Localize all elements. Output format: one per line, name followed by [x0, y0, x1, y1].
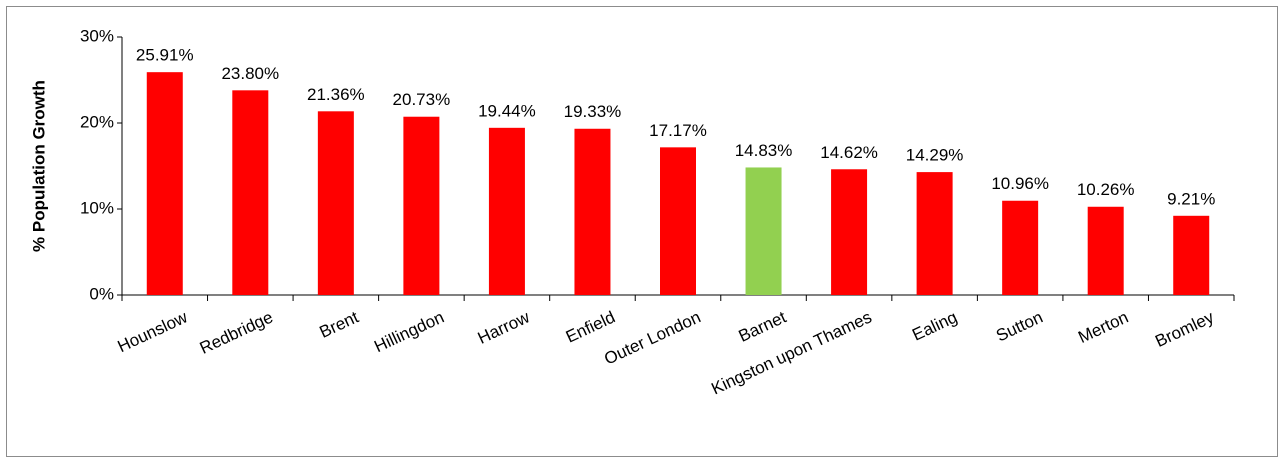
value-label: 9.21%: [1167, 189, 1215, 208]
value-label: 20.73%: [393, 90, 451, 109]
chart-border: [6, 6, 1278, 457]
value-label: 14.29%: [906, 146, 964, 165]
bar: [232, 90, 269, 295]
value-label: 14.83%: [735, 141, 793, 160]
y-tick-label: 0%: [89, 284, 114, 303]
bar: [1173, 215, 1210, 295]
bar: [745, 167, 782, 295]
y-axis-title: % Population Growth: [29, 80, 48, 252]
bar: [831, 169, 868, 295]
value-label: 10.26%: [1077, 180, 1135, 199]
bar: [660, 147, 696, 295]
y-tick-label: 20%: [80, 112, 114, 131]
value-label: 17.17%: [649, 121, 707, 140]
y-tick-label: 10%: [80, 198, 114, 217]
bar: [1002, 200, 1039, 295]
y-tick-label: 30%: [80, 26, 114, 45]
bar: [488, 127, 525, 295]
bar: [317, 111, 354, 295]
bar: [403, 116, 440, 295]
value-label: 19.44%: [478, 101, 536, 120]
value-label: 23.80%: [221, 64, 279, 83]
bar: [916, 172, 953, 295]
value-label: 19.33%: [564, 102, 622, 121]
value-label: 14.62%: [820, 143, 878, 162]
value-label: 25.91%: [136, 46, 194, 65]
bar: [1087, 206, 1124, 295]
value-label: 10.96%: [991, 174, 1049, 193]
bar: [146, 72, 183, 295]
value-label: 21.36%: [307, 85, 365, 104]
bar: [574, 128, 611, 295]
